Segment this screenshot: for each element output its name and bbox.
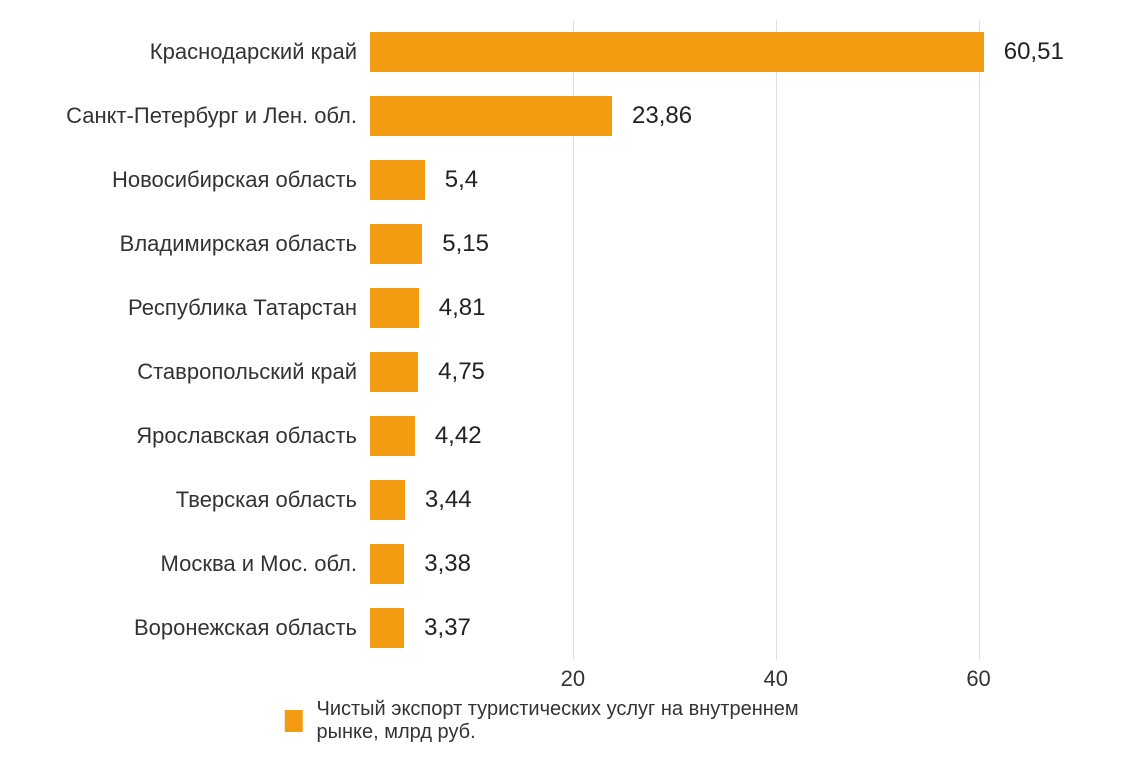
value-label: 3,38 bbox=[424, 550, 471, 578]
legend: Чистый экспорт туристических услуг на вн… bbox=[284, 698, 853, 744]
category-label: Республика Татарстан bbox=[17, 295, 357, 321]
bar bbox=[370, 480, 405, 520]
category-label: Воронежская область bbox=[17, 615, 357, 641]
value-label: 23,86 bbox=[632, 102, 692, 130]
x-tick-label: 20 bbox=[561, 666, 585, 692]
x-tick-label: 60 bbox=[966, 666, 990, 692]
category-label: Ставропольский край bbox=[17, 359, 357, 385]
x-tick-label: 40 bbox=[763, 666, 787, 692]
category-label: Ярославская область bbox=[17, 423, 357, 449]
bar bbox=[370, 352, 418, 392]
legend-label: Чистый экспорт туристических услуг на вн… bbox=[316, 698, 852, 744]
value-label: 5,4 bbox=[445, 166, 478, 194]
legend-swatch bbox=[284, 710, 302, 732]
bar bbox=[370, 608, 404, 648]
bar bbox=[370, 288, 419, 328]
bar bbox=[370, 224, 422, 264]
value-label: 4,75 bbox=[438, 358, 485, 386]
category-label: Тверская область bbox=[17, 487, 357, 513]
value-label: 5,15 bbox=[442, 230, 489, 258]
bar bbox=[370, 32, 984, 72]
value-label: 4,81 bbox=[439, 294, 486, 322]
category-label: Краснодарский край bbox=[17, 39, 357, 65]
gridline bbox=[776, 20, 777, 660]
category-label: Москва и Мос. обл. bbox=[17, 551, 357, 577]
chart-container: Краснодарский край 60,51 Санкт-Петербург… bbox=[0, 0, 1137, 762]
bar bbox=[370, 96, 612, 136]
value-label: 3,37 bbox=[424, 614, 471, 642]
value-label: 60,51 bbox=[1004, 38, 1064, 66]
category-label: Санкт-Петербург и Лен. обл. bbox=[17, 103, 357, 129]
category-label: Новосибирская область bbox=[17, 167, 357, 193]
gridline bbox=[979, 20, 980, 660]
value-label: 4,42 bbox=[435, 422, 482, 450]
bar bbox=[370, 544, 404, 584]
bar bbox=[370, 160, 425, 200]
value-label: 3,44 bbox=[425, 486, 472, 514]
bar bbox=[370, 416, 415, 456]
category-label: Владимирская область bbox=[17, 231, 357, 257]
